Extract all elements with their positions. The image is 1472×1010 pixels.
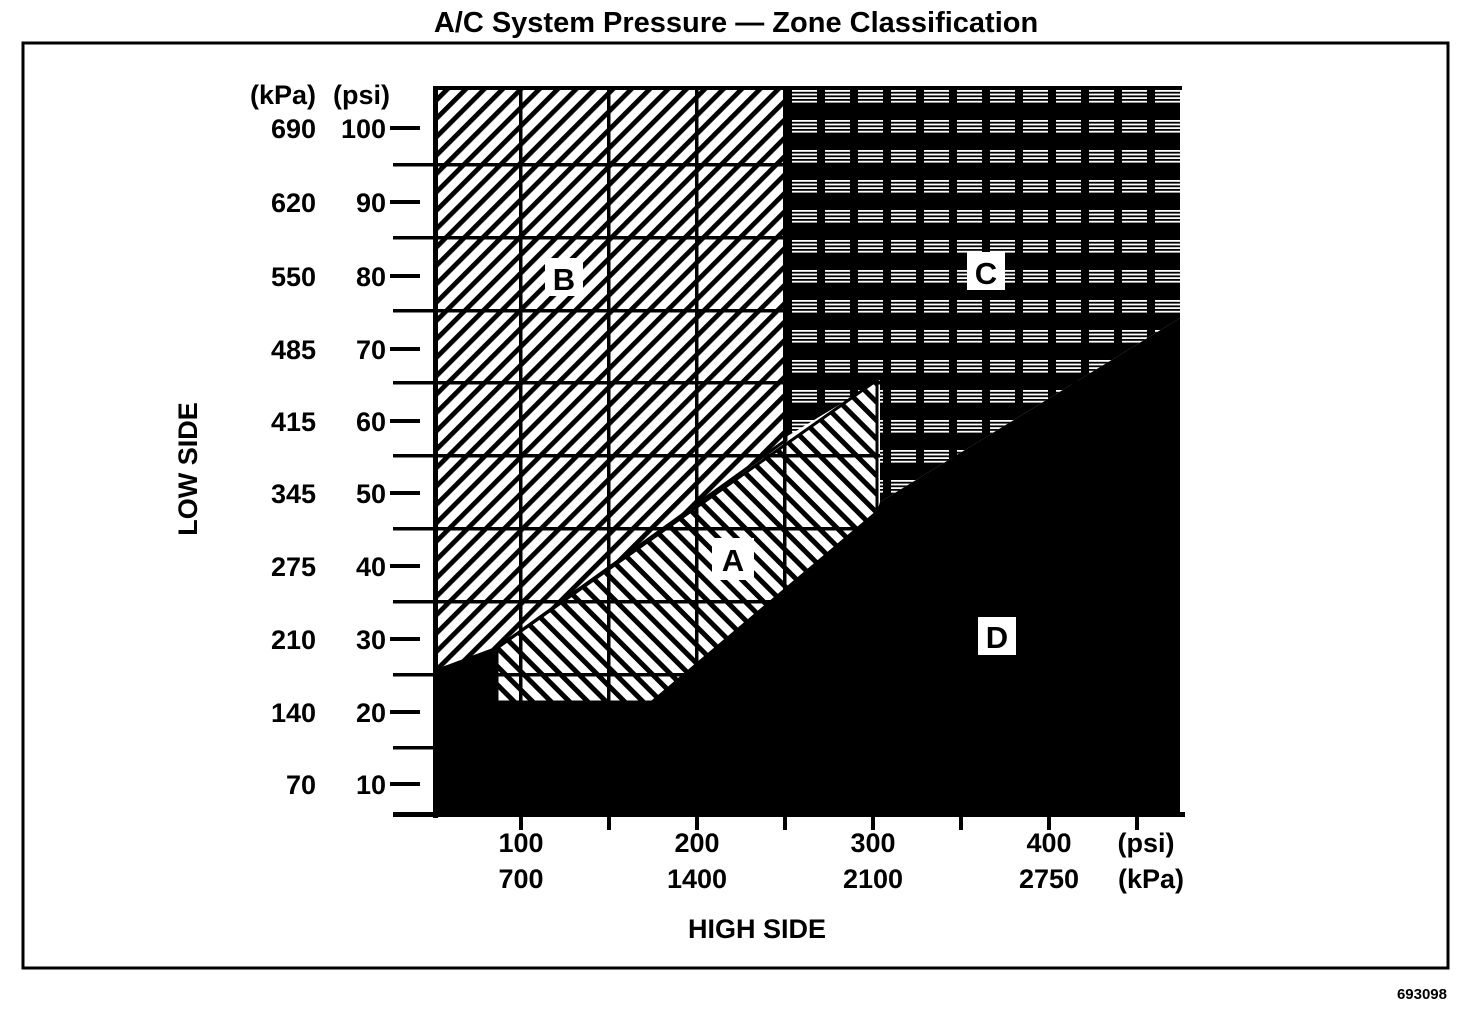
y-tick-kpa: 485 bbox=[271, 335, 316, 365]
zone-c-label-box bbox=[967, 252, 1005, 290]
gridline-vertical bbox=[783, 88, 787, 815]
y-axis-kpa-header: (kPa) bbox=[250, 80, 316, 110]
x-tick-mark bbox=[871, 817, 875, 830]
y-tick-mark bbox=[390, 491, 420, 495]
y-tick-mark bbox=[390, 347, 420, 351]
x-tick-kpa: 1400 bbox=[667, 864, 727, 894]
black-zones bbox=[436, 88, 1180, 815]
y-tick-kpa: 70 bbox=[286, 770, 316, 800]
y-axis-psi-header: (psi) bbox=[333, 80, 390, 110]
chart-title: A/C System Pressure — Zone Classificatio… bbox=[434, 7, 1038, 39]
y-ticks bbox=[390, 126, 420, 786]
zone-d-label: D bbox=[986, 620, 1008, 655]
y-tick-mark bbox=[390, 126, 420, 130]
axes bbox=[393, 86, 1185, 818]
x-tick-kpa: 700 bbox=[498, 864, 543, 894]
zone-a-label: A bbox=[722, 543, 744, 578]
x-tick-psi: 400 bbox=[1026, 828, 1071, 858]
y-tick-kpa: 620 bbox=[271, 188, 316, 218]
y-tick-mark bbox=[390, 564, 420, 568]
y-tick-psi: 30 bbox=[356, 625, 386, 655]
zone-labels: B C A D bbox=[545, 252, 1016, 655]
y-tick-psi: 40 bbox=[356, 552, 386, 582]
gridline-vertical bbox=[607, 88, 611, 815]
x-axis-title: HIGH SIDE bbox=[688, 914, 826, 944]
x-tick-kpa: 2750 bbox=[1019, 864, 1079, 894]
x-tick-psi: 100 bbox=[498, 828, 543, 858]
x-tick-mark bbox=[1135, 817, 1139, 830]
y-tick-kpa: 345 bbox=[271, 479, 316, 509]
y-tick-kpa: 690 bbox=[271, 114, 316, 144]
x-ticks bbox=[519, 817, 1139, 830]
x-tick-mark bbox=[1047, 817, 1051, 830]
y-tick-mark bbox=[390, 274, 420, 278]
x-tick-mark bbox=[783, 817, 787, 830]
y-tick-psi: 90 bbox=[356, 188, 386, 218]
y-axis-title: LOW SIDE bbox=[173, 402, 203, 536]
y-tick-mark bbox=[390, 782, 420, 786]
zone-c-region bbox=[786, 88, 1180, 502]
y-tick-mark bbox=[390, 637, 420, 641]
y-tick-psi: 60 bbox=[356, 407, 386, 437]
y-tick-psi: 100 bbox=[341, 114, 386, 144]
gridline-horizontal bbox=[393, 454, 1180, 458]
y-tick-psi: 70 bbox=[356, 335, 386, 365]
zone-b-label: B bbox=[553, 262, 575, 297]
x-tick-mark bbox=[959, 817, 963, 830]
zone-d-label-box bbox=[978, 617, 1016, 655]
y-tick-psi: 10 bbox=[356, 770, 386, 800]
x-tick-labels-psi: 100 200 300 400 (psi) bbox=[498, 828, 1174, 858]
zone-d-region bbox=[436, 318, 1180, 815]
y-tick-kpa: 275 bbox=[271, 552, 316, 582]
y-tick-kpa: 550 bbox=[271, 262, 316, 292]
y-tick-mark bbox=[390, 710, 420, 714]
x-tick-mark bbox=[607, 817, 611, 830]
x-axis-kpa-unit: (kPa) bbox=[1118, 864, 1184, 894]
x-tick-labels-kpa: 700 1400 2100 2750 (kPa) bbox=[498, 864, 1184, 894]
y-tick-kpa: 140 bbox=[271, 698, 316, 728]
zone-a-outline bbox=[495, 377, 879, 704]
zone-b-label-box bbox=[545, 258, 583, 296]
zone-a-region bbox=[497, 380, 877, 702]
y-tick-kpa: 415 bbox=[271, 407, 316, 437]
x-axis-psi-unit: (psi) bbox=[1118, 828, 1175, 858]
zone-c-label: C bbox=[975, 256, 997, 291]
y-tick-mark bbox=[390, 200, 420, 204]
y-tick-psi: 50 bbox=[356, 479, 386, 509]
gridline-vertical bbox=[695, 88, 699, 815]
plot-top-border bbox=[436, 86, 1182, 90]
x-axis-line bbox=[393, 812, 1185, 817]
y-axis-line bbox=[433, 86, 438, 818]
figure-number: 693098 bbox=[1397, 986, 1447, 1003]
x-tick-mark bbox=[695, 817, 699, 830]
y-tick-psi: 20 bbox=[356, 698, 386, 728]
x-tick-psi: 200 bbox=[674, 828, 719, 858]
x-tick-mark bbox=[519, 817, 523, 830]
y-tick-psi: 80 bbox=[356, 262, 386, 292]
y-tick-kpa: 210 bbox=[271, 625, 316, 655]
x-tick-psi: 300 bbox=[850, 828, 895, 858]
x-tick-kpa: 2100 bbox=[843, 864, 903, 894]
y-tick-labels: 690 100 620 90 550 80 485 70 415 60 345 … bbox=[271, 114, 386, 800]
gridline-horizontal bbox=[393, 527, 1180, 531]
zone-a-label-box bbox=[712, 538, 754, 580]
y-tick-mark bbox=[390, 419, 420, 423]
gridline-vertical bbox=[519, 88, 523, 815]
